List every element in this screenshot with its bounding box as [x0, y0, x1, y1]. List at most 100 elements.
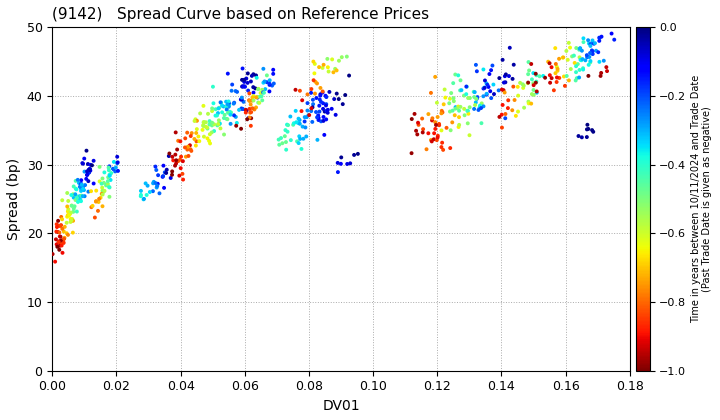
- Point: [248, 84, 259, 90]
- Point: [296, 108, 307, 115]
- Point: [205, 120, 217, 126]
- Point: [78, 155, 90, 162]
- Point: [306, 105, 318, 112]
- Point: [487, 81, 499, 88]
- Point: [95, 194, 107, 201]
- Point: [307, 118, 318, 125]
- Point: [236, 94, 248, 101]
- Point: [84, 166, 96, 173]
- Point: [223, 103, 235, 110]
- Point: [464, 94, 476, 101]
- Point: [523, 67, 535, 74]
- Point: [180, 153, 192, 160]
- Point: [576, 57, 588, 63]
- Point: [252, 94, 264, 101]
- Point: [482, 81, 493, 88]
- Point: [197, 123, 209, 129]
- Point: [223, 100, 235, 107]
- Point: [276, 140, 288, 147]
- Point: [469, 102, 481, 108]
- Point: [311, 114, 323, 121]
- Point: [220, 98, 232, 105]
- Point: [539, 74, 551, 81]
- Point: [323, 68, 334, 75]
- Point: [528, 70, 539, 76]
- Point: [600, 64, 612, 71]
- Point: [85, 161, 96, 168]
- Point: [54, 233, 66, 240]
- Point: [320, 116, 332, 123]
- Point: [574, 67, 585, 74]
- Point: [310, 79, 321, 85]
- Point: [454, 121, 465, 128]
- Point: [256, 97, 268, 104]
- Point: [317, 88, 328, 95]
- Point: [568, 52, 580, 59]
- Point: [252, 86, 264, 92]
- Point: [461, 83, 472, 90]
- Point: [68, 208, 79, 215]
- Point: [488, 91, 500, 97]
- Point: [312, 112, 324, 119]
- Point: [214, 105, 225, 111]
- Point: [212, 105, 224, 112]
- Point: [65, 215, 76, 222]
- Point: [317, 89, 328, 96]
- Point: [66, 202, 78, 209]
- Point: [528, 80, 539, 87]
- Point: [595, 33, 607, 40]
- Point: [406, 116, 418, 122]
- Point: [208, 121, 220, 128]
- Point: [315, 91, 326, 97]
- Point: [449, 71, 461, 78]
- Point: [576, 47, 588, 54]
- Point: [305, 89, 317, 96]
- Point: [459, 112, 470, 118]
- Point: [81, 176, 92, 182]
- Point: [279, 133, 291, 139]
- Point: [318, 105, 329, 112]
- Point: [243, 90, 255, 97]
- Point: [81, 147, 92, 154]
- Point: [598, 58, 610, 64]
- Point: [218, 131, 230, 138]
- Point: [225, 109, 237, 116]
- Point: [158, 184, 170, 191]
- Point: [498, 87, 509, 94]
- Point: [248, 106, 260, 113]
- Point: [258, 79, 269, 86]
- Point: [102, 178, 114, 184]
- Point: [310, 94, 322, 101]
- Point: [291, 119, 302, 126]
- Point: [429, 74, 441, 80]
- Point: [577, 66, 589, 73]
- Point: [564, 44, 576, 51]
- Point: [472, 94, 483, 100]
- Point: [548, 87, 559, 94]
- Point: [446, 90, 457, 97]
- Point: [477, 85, 489, 92]
- Point: [307, 58, 319, 65]
- Point: [526, 76, 538, 83]
- Point: [241, 107, 253, 114]
- Point: [530, 79, 541, 86]
- Point: [594, 58, 606, 65]
- Point: [552, 66, 563, 72]
- Point: [225, 121, 236, 127]
- Point: [151, 181, 163, 188]
- Point: [444, 145, 456, 152]
- Point: [293, 116, 305, 122]
- Point: [150, 167, 162, 173]
- Point: [85, 188, 96, 194]
- Point: [526, 60, 537, 67]
- Point: [297, 123, 308, 130]
- Point: [236, 105, 248, 112]
- Point: [289, 87, 301, 93]
- Point: [344, 160, 356, 167]
- Point: [426, 117, 438, 124]
- Point: [102, 181, 114, 187]
- Point: [297, 135, 309, 142]
- Point: [469, 94, 480, 100]
- Point: [574, 45, 585, 52]
- Point: [315, 118, 327, 125]
